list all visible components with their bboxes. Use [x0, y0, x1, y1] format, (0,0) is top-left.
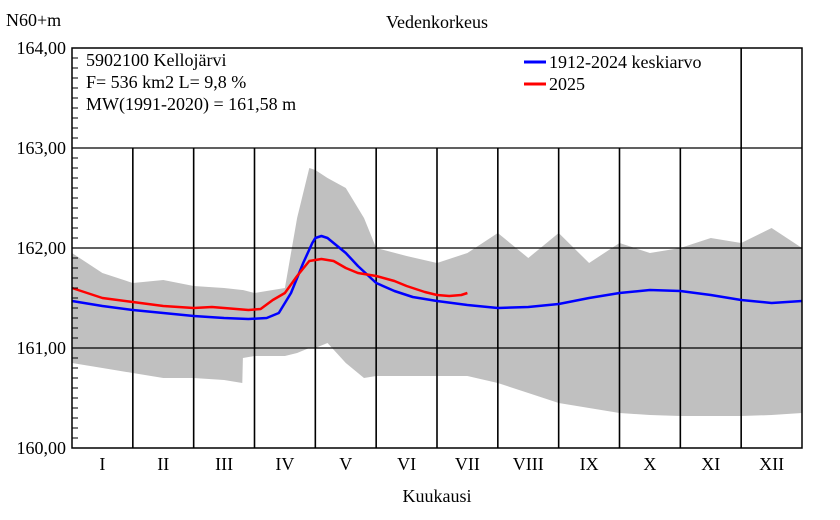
info-line-2: F= 536 km2 L= 9,8 % [86, 72, 246, 92]
month-label: VIII [513, 454, 544, 474]
month-label: X [643, 454, 656, 474]
y-tick-label: 161,00 [17, 338, 67, 358]
month-label: II [157, 454, 169, 474]
y-tick-label: 163,00 [17, 138, 67, 158]
month-label: XII [759, 454, 784, 474]
month-label: I [99, 454, 105, 474]
x-axis-label: Kuukausi [403, 486, 472, 506]
info-line-3: MW(1991-2020) = 161,58 m [86, 94, 296, 115]
month-label: XI [701, 454, 720, 474]
legend-label-2: 2025 [549, 74, 585, 94]
month-label: VII [455, 454, 480, 474]
y-axis-label: N60+m [6, 10, 61, 30]
grid-layer [72, 48, 802, 448]
y-tick-label: 160,00 [17, 438, 67, 458]
plot-border [71, 47, 803, 449]
y-tick-label: 164,00 [17, 38, 67, 58]
month-label: VI [397, 454, 416, 474]
series-layer [71, 234, 803, 321]
month-label: IV [275, 454, 294, 474]
y-tick-label: 162,00 [17, 238, 67, 258]
series-line-1 [71, 234, 803, 321]
plot-frame [71, 47, 803, 449]
series-line-2 [71, 257, 468, 312]
legend-label-1: 1912-2024 keskiarvo [549, 52, 701, 72]
info-line-1: 5902100 Kellojärvi [86, 50, 226, 70]
chart-title: Vedenkorkeus [386, 12, 488, 32]
month-label: IX [580, 454, 599, 474]
month-label: V [339, 454, 352, 474]
month-label: III [215, 454, 233, 474]
y-axis: 160,00 161,00 162,00 163,00 164,00 [17, 38, 78, 458]
x-axis: I II III IV V VI VII VIII IX X XI XII [99, 454, 784, 474]
